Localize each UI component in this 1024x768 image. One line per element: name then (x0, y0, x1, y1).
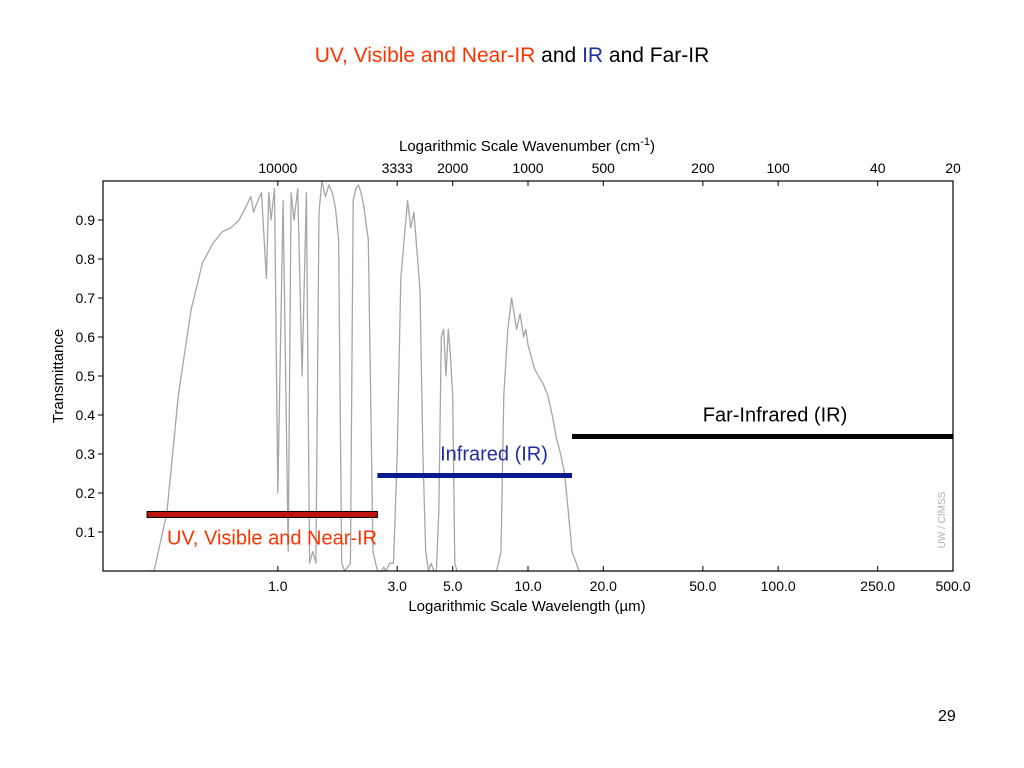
y-tick-label-3: 0.4 (76, 407, 96, 423)
x-tick-label-8: 500.0 (935, 578, 970, 594)
y-tick-label-2: 0.3 (76, 446, 96, 462)
top-tick-label-2: 2000 (437, 160, 468, 176)
title-part-far-ir: and Far-IR (608, 44, 710, 67)
y-tick-label-1: 0.2 (76, 485, 96, 501)
x-axis-label: Logarithmic Scale Wavelength (µm) (408, 598, 645, 615)
x-tick-label-1: 3.0 (387, 578, 407, 594)
top-tick-label-4: 500 (592, 160, 616, 176)
y-tick-label-4: 0.5 (76, 368, 96, 384)
x-tick-label-2: 5.0 (443, 578, 463, 594)
band-label-infrared: Infrared (IR) (440, 443, 548, 465)
band-label-far-infrared: Far-Infrared (IR) (703, 404, 847, 426)
x-tick-label-4: 20.0 (590, 578, 617, 594)
title-part-and: and (541, 44, 577, 67)
y-axis-label: Transmittance (50, 329, 67, 423)
y-tick-label-6: 0.7 (76, 290, 96, 306)
band-uv-visible-near-ir (146, 510, 378, 518)
x-tick-label-7: 250.0 (860, 578, 895, 594)
top-tick-label-7: 40 (870, 160, 886, 176)
page-number: 29 (938, 708, 956, 725)
band-label-uv-visible-near-ir: UV, Visible and Near-IR (167, 527, 377, 549)
transmittance-series-line-0 (147, 180, 953, 572)
top-tick-label-5: 200 (691, 160, 715, 176)
top-tick-label-3: 1000 (512, 160, 543, 176)
top-tick-label-1: 3333 (382, 160, 413, 176)
top-axis-label: Logarithmic Scale Wavenumber (cm-1) (399, 136, 655, 155)
title-part-ir: IR (582, 44, 604, 67)
watermark-text: UW / CIMSS (937, 491, 948, 548)
top-tick-label-0: 10000 (258, 160, 297, 176)
y-tick-label-5: 0.6 (76, 329, 96, 345)
x-tick-label-6: 100.0 (761, 578, 796, 594)
top-tick-label-8: 20 (945, 160, 961, 176)
x-tick-label-0: 1.0 (268, 578, 288, 594)
y-tick-label-8: 0.9 (76, 212, 96, 228)
top-tick-label-6: 100 (766, 160, 790, 176)
x-tick-label-5: 50.0 (689, 578, 716, 594)
x-tick-label-3: 10.0 (514, 578, 541, 594)
slide-title: UV, Visible and Near-IR and IR and Far-I… (0, 44, 1024, 68)
y-tick-label-0: 0.1 (76, 524, 96, 540)
y-tick-label-7: 0.8 (76, 251, 96, 267)
title-part-uv: UV, Visible and Near-IR (314, 44, 536, 67)
